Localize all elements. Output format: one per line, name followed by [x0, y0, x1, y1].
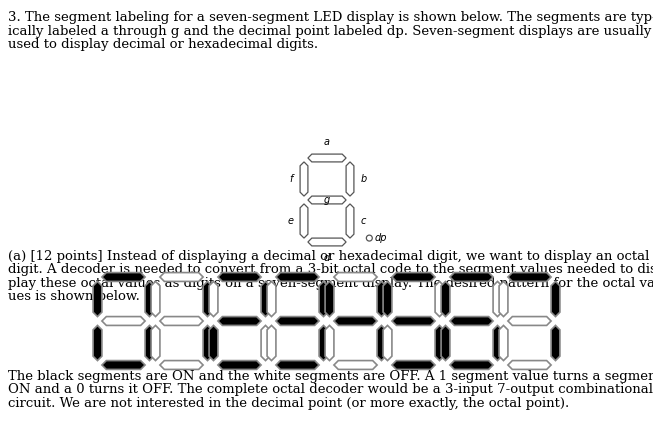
Polygon shape: [392, 272, 435, 281]
Polygon shape: [151, 281, 160, 317]
Polygon shape: [203, 281, 212, 317]
Polygon shape: [276, 272, 319, 281]
Text: e: e: [287, 216, 293, 226]
Polygon shape: [276, 317, 319, 325]
Polygon shape: [308, 238, 346, 246]
Polygon shape: [325, 325, 334, 360]
Polygon shape: [151, 325, 160, 360]
Polygon shape: [160, 317, 203, 325]
Polygon shape: [319, 325, 328, 360]
Text: (a) [12 points] Instead of displaying a decimal or hexadecimal digit, we want to: (a) [12 points] Instead of displaying a …: [8, 250, 649, 263]
Polygon shape: [308, 154, 346, 162]
Polygon shape: [218, 272, 261, 281]
Polygon shape: [218, 360, 261, 369]
Text: The black segments are ON and the white segments are OFF. A 1 segment value turn: The black segments are ON and the white …: [8, 370, 653, 383]
Polygon shape: [261, 325, 270, 360]
Text: ically labeled a through g and the decimal point labeled dp. Seven-segment displ: ically labeled a through g and the decim…: [8, 24, 652, 37]
Polygon shape: [102, 317, 145, 325]
Polygon shape: [145, 325, 154, 360]
Polygon shape: [435, 325, 444, 360]
Polygon shape: [508, 360, 551, 369]
Circle shape: [366, 235, 372, 241]
Text: a: a: [324, 137, 330, 147]
Text: g: g: [324, 195, 330, 205]
Polygon shape: [377, 325, 386, 360]
Text: 3. The segment labeling for a seven-segment LED display is shown below. The segm: 3. The segment labeling for a seven-segm…: [8, 11, 653, 24]
Text: ues is shown below.: ues is shown below.: [8, 290, 140, 304]
Polygon shape: [261, 281, 270, 317]
Polygon shape: [435, 281, 444, 317]
Polygon shape: [267, 325, 276, 360]
Polygon shape: [346, 162, 354, 196]
Polygon shape: [308, 196, 346, 204]
Polygon shape: [334, 272, 377, 281]
Polygon shape: [334, 360, 377, 369]
Polygon shape: [551, 325, 560, 360]
Polygon shape: [346, 204, 354, 238]
Text: used to display decimal or hexadecimal digits.: used to display decimal or hexadecimal d…: [8, 38, 318, 51]
Text: circuit. We are not interested in the decimal point (or more exactly, the octal : circuit. We are not interested in the de…: [8, 397, 569, 410]
Text: d: d: [324, 253, 330, 263]
Polygon shape: [145, 281, 154, 317]
Polygon shape: [508, 317, 551, 325]
Polygon shape: [377, 281, 386, 317]
Polygon shape: [392, 317, 435, 325]
Polygon shape: [551, 281, 560, 317]
Polygon shape: [450, 272, 493, 281]
Polygon shape: [334, 317, 377, 325]
Polygon shape: [93, 281, 102, 317]
Polygon shape: [508, 272, 551, 281]
Polygon shape: [160, 360, 203, 369]
Polygon shape: [319, 281, 328, 317]
Text: digit. A decoder is needed to convert from a 3-bit octal code to the segment val: digit. A decoder is needed to convert fr…: [8, 264, 653, 277]
Polygon shape: [300, 162, 308, 196]
Polygon shape: [300, 204, 308, 238]
Polygon shape: [160, 272, 203, 281]
Text: ON and a 0 turns it OFF. The complete octal decoder would be a 3-input 7-output : ON and a 0 turns it OFF. The complete oc…: [8, 384, 653, 397]
Text: c: c: [361, 216, 366, 226]
Polygon shape: [450, 317, 493, 325]
Polygon shape: [276, 360, 319, 369]
Polygon shape: [493, 281, 502, 317]
Polygon shape: [93, 325, 102, 360]
Polygon shape: [499, 325, 508, 360]
Text: dp: dp: [374, 233, 387, 243]
Polygon shape: [383, 325, 392, 360]
Polygon shape: [499, 281, 508, 317]
Polygon shape: [203, 325, 212, 360]
Polygon shape: [267, 281, 276, 317]
Polygon shape: [102, 360, 145, 369]
Polygon shape: [209, 281, 218, 317]
Polygon shape: [441, 325, 450, 360]
Polygon shape: [493, 325, 502, 360]
Polygon shape: [218, 317, 261, 325]
Text: f: f: [290, 174, 293, 184]
Polygon shape: [102, 272, 145, 281]
Polygon shape: [392, 360, 435, 369]
Text: b: b: [361, 174, 367, 184]
Polygon shape: [441, 281, 450, 317]
Text: play these octal values as digits on a seven-segment display. The desired patter: play these octal values as digits on a s…: [8, 277, 653, 290]
Polygon shape: [383, 281, 392, 317]
Polygon shape: [325, 281, 334, 317]
Polygon shape: [450, 360, 493, 369]
Polygon shape: [209, 325, 218, 360]
